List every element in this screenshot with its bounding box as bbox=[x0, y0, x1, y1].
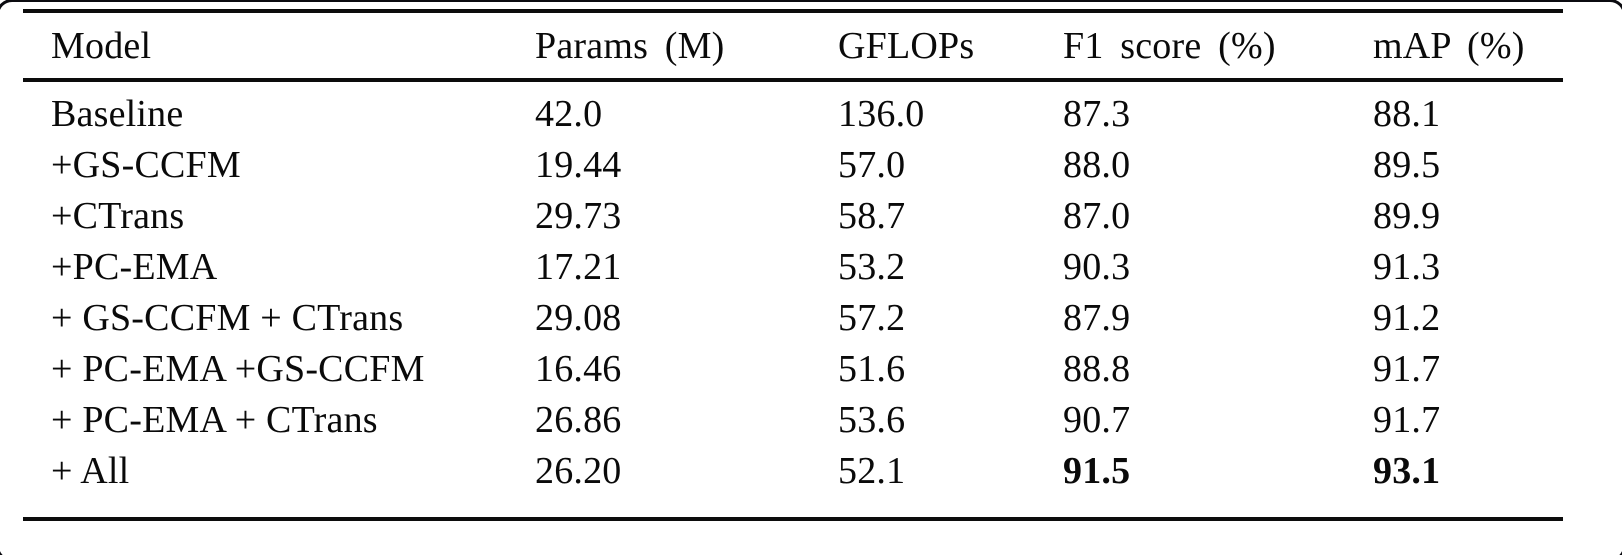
cell-f1: 90.7 bbox=[1063, 398, 1131, 441]
cell-map-best: 93.1 bbox=[1373, 449, 1441, 492]
cell-f1: 87.0 bbox=[1063, 194, 1131, 237]
cell-gflops: 57.2 bbox=[838, 296, 906, 339]
table-row: +PC-EMA 17.21 53.2 90.3 91.3 bbox=[23, 241, 1563, 292]
cell-gflops: 51.6 bbox=[838, 347, 906, 390]
cell-model: + All bbox=[51, 449, 130, 492]
cell-f1-best: 91.5 bbox=[1063, 449, 1131, 492]
column-header-f1: F1 score (%) bbox=[1063, 24, 1276, 67]
table-row: + GS-CCFM + CTrans 29.08 57.2 87.9 91.2 bbox=[23, 292, 1563, 343]
cell-model: + PC-EMA +GS-CCFM bbox=[51, 347, 425, 390]
table-header-rule bbox=[23, 78, 1563, 82]
table-top-rule bbox=[23, 9, 1563, 13]
cell-model: +CTrans bbox=[51, 194, 185, 237]
cell-f1: 87.3 bbox=[1063, 92, 1131, 135]
cell-params: 29.08 bbox=[535, 296, 622, 339]
cell-model: Baseline bbox=[51, 92, 184, 135]
table-row: +CTrans 29.73 58.7 87.0 89.9 bbox=[23, 190, 1563, 241]
cell-map: 91.2 bbox=[1373, 296, 1441, 339]
cell-f1: 88.8 bbox=[1063, 347, 1131, 390]
cell-map: 88.1 bbox=[1373, 92, 1441, 135]
cell-f1: 87.9 bbox=[1063, 296, 1131, 339]
cell-map: 91.3 bbox=[1373, 245, 1441, 288]
column-header-params: Params (M) bbox=[535, 24, 725, 67]
column-header-model: Model bbox=[51, 24, 152, 67]
table-row: + All 26.20 52.1 91.5 93.1 bbox=[23, 445, 1563, 496]
cell-params: 26.86 bbox=[535, 398, 622, 441]
table-bottom-rule bbox=[23, 517, 1563, 521]
table-row: Baseline 42.0 136.0 87.3 88.1 bbox=[23, 88, 1563, 139]
table-row: + PC-EMA + CTrans 26.86 53.6 90.7 91.7 bbox=[23, 394, 1563, 445]
cell-model: +GS-CCFM bbox=[51, 143, 241, 186]
table-row: +GS-CCFM 19.44 57.0 88.0 89.5 bbox=[23, 139, 1563, 190]
cell-map: 91.7 bbox=[1373, 398, 1441, 441]
cell-gflops: 58.7 bbox=[838, 194, 906, 237]
cell-f1: 90.3 bbox=[1063, 245, 1131, 288]
cell-params: 26.20 bbox=[535, 449, 622, 492]
cell-gflops: 52.1 bbox=[838, 449, 906, 492]
cell-params: 42.0 bbox=[535, 92, 603, 135]
cell-map: 89.9 bbox=[1373, 194, 1441, 237]
cell-map: 89.5 bbox=[1373, 143, 1441, 186]
cell-params: 16.46 bbox=[535, 347, 622, 390]
cell-gflops: 136.0 bbox=[838, 92, 925, 135]
cell-map: 91.7 bbox=[1373, 347, 1441, 390]
cell-model: +PC-EMA bbox=[51, 245, 218, 288]
table-row: + PC-EMA +GS-CCFM 16.46 51.6 88.8 91.7 bbox=[23, 343, 1563, 394]
cell-model: + PC-EMA + CTrans bbox=[51, 398, 378, 441]
cell-f1: 88.0 bbox=[1063, 143, 1131, 186]
cell-params: 19.44 bbox=[535, 143, 622, 186]
cell-gflops: 53.2 bbox=[838, 245, 906, 288]
cell-gflops: 57.0 bbox=[838, 143, 906, 186]
cell-model: + GS-CCFM + CTrans bbox=[51, 296, 404, 339]
cell-gflops: 53.6 bbox=[838, 398, 906, 441]
table-body: Baseline 42.0 136.0 87.3 88.1 +GS-CCFM 1… bbox=[23, 82, 1563, 517]
cell-params: 17.21 bbox=[535, 245, 622, 288]
cell-params: 29.73 bbox=[535, 194, 622, 237]
table-header-row: Model Params (M) GFLOPs F1 score (%) mAP… bbox=[23, 13, 1563, 78]
column-header-gflops: GFLOPs bbox=[838, 24, 975, 67]
column-header-map: mAP (%) bbox=[1373, 24, 1525, 67]
ablation-results-table: Model Params (M) GFLOPs F1 score (%) mAP… bbox=[23, 9, 1563, 521]
